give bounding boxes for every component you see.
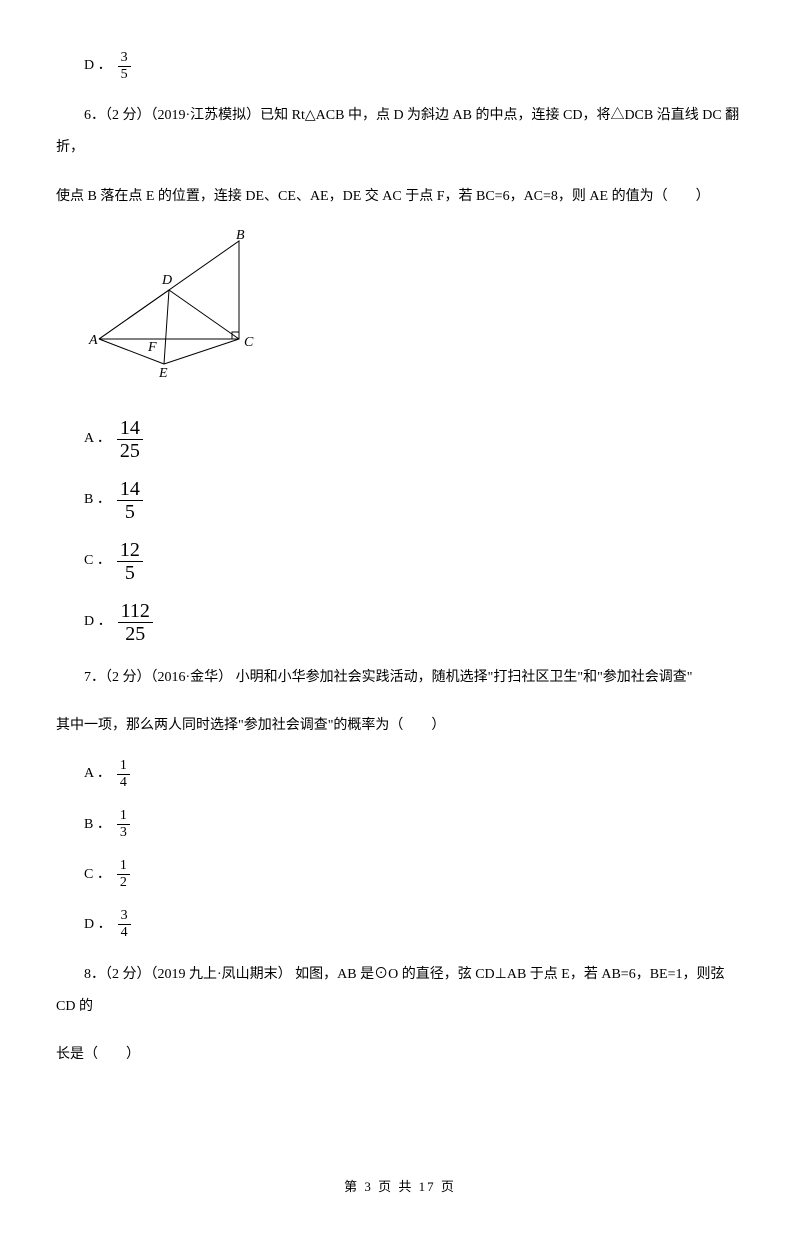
q6-diagram: A B C D E F bbox=[84, 229, 744, 392]
q6-option-d: D ． 112 25 bbox=[84, 601, 744, 644]
option-label: D ． bbox=[84, 909, 112, 941]
option-label: B ． bbox=[84, 809, 111, 841]
q7-option-b: B ． 1 3 bbox=[84, 809, 744, 841]
fraction: 3 4 bbox=[118, 909, 131, 940]
option-label: D ． bbox=[84, 606, 112, 638]
q6-option-c: C ． 12 5 bbox=[84, 540, 744, 583]
vertex-e: E bbox=[158, 366, 168, 379]
q6-text-line1: 6．（2 分）（2019·江苏模拟）已知 Rt△ACB 中，点 D 为斜边 AB… bbox=[56, 100, 744, 164]
q6-option-b: B ． 14 5 bbox=[84, 479, 744, 522]
q8-text-line2: 长是（ ） bbox=[56, 1039, 744, 1071]
fraction: 112 25 bbox=[118, 601, 153, 644]
fraction: 1 3 bbox=[117, 809, 130, 840]
fraction: 1 2 bbox=[117, 859, 130, 890]
fraction: 1 4 bbox=[117, 759, 130, 790]
vertex-a: A bbox=[88, 333, 98, 348]
q5-option-d: D ． 3 5 bbox=[84, 50, 744, 82]
q8-text-line1: 8．（2 分）（2019 九上·凤山期末） 如图，AB 是⊙O 的直径，弦 CD… bbox=[56, 959, 744, 1023]
fraction: 3 5 bbox=[118, 51, 131, 82]
option-label: A ． bbox=[84, 423, 111, 455]
q6-text-line2: 使点 B 落在点 E 的位置，连接 DE、CE、AE，DE 交 AC 于点 F，… bbox=[56, 181, 744, 213]
fraction: 14 5 bbox=[117, 479, 143, 522]
option-label: D ． bbox=[84, 50, 112, 82]
q7-option-a: A ． 1 4 bbox=[84, 758, 744, 790]
triangle-fold-diagram: A B C D E F bbox=[84, 229, 264, 379]
vertex-f: F bbox=[147, 340, 157, 355]
q7-text-line2: 其中一项，那么两人同时选择"参加社会调查"的概率为（ ） bbox=[56, 710, 744, 742]
q7-text-line1: 7．（2 分）（2016·金华） 小明和小华参加社会实践活动，随机选择"打扫社区… bbox=[56, 662, 744, 694]
exam-page: D ． 3 5 6．（2 分）（2019·江苏模拟）已知 Rt△ACB 中，点 … bbox=[0, 0, 800, 1242]
option-label: C ． bbox=[84, 859, 111, 891]
vertex-c: C bbox=[244, 335, 254, 350]
page-footer: 第 3 页 共 17 页 bbox=[56, 1172, 744, 1202]
fraction: 14 25 bbox=[117, 418, 143, 461]
q6-option-a: A ． 14 25 bbox=[84, 418, 744, 461]
fraction: 12 5 bbox=[117, 540, 143, 583]
q7-option-c: C ． 1 2 bbox=[84, 859, 744, 891]
option-label: C ． bbox=[84, 545, 111, 577]
vertex-d: D bbox=[161, 273, 172, 288]
option-label: A ． bbox=[84, 758, 111, 790]
q7-option-d: D ． 3 4 bbox=[84, 909, 744, 941]
option-label: B ． bbox=[84, 484, 111, 516]
vertex-b: B bbox=[236, 229, 245, 243]
